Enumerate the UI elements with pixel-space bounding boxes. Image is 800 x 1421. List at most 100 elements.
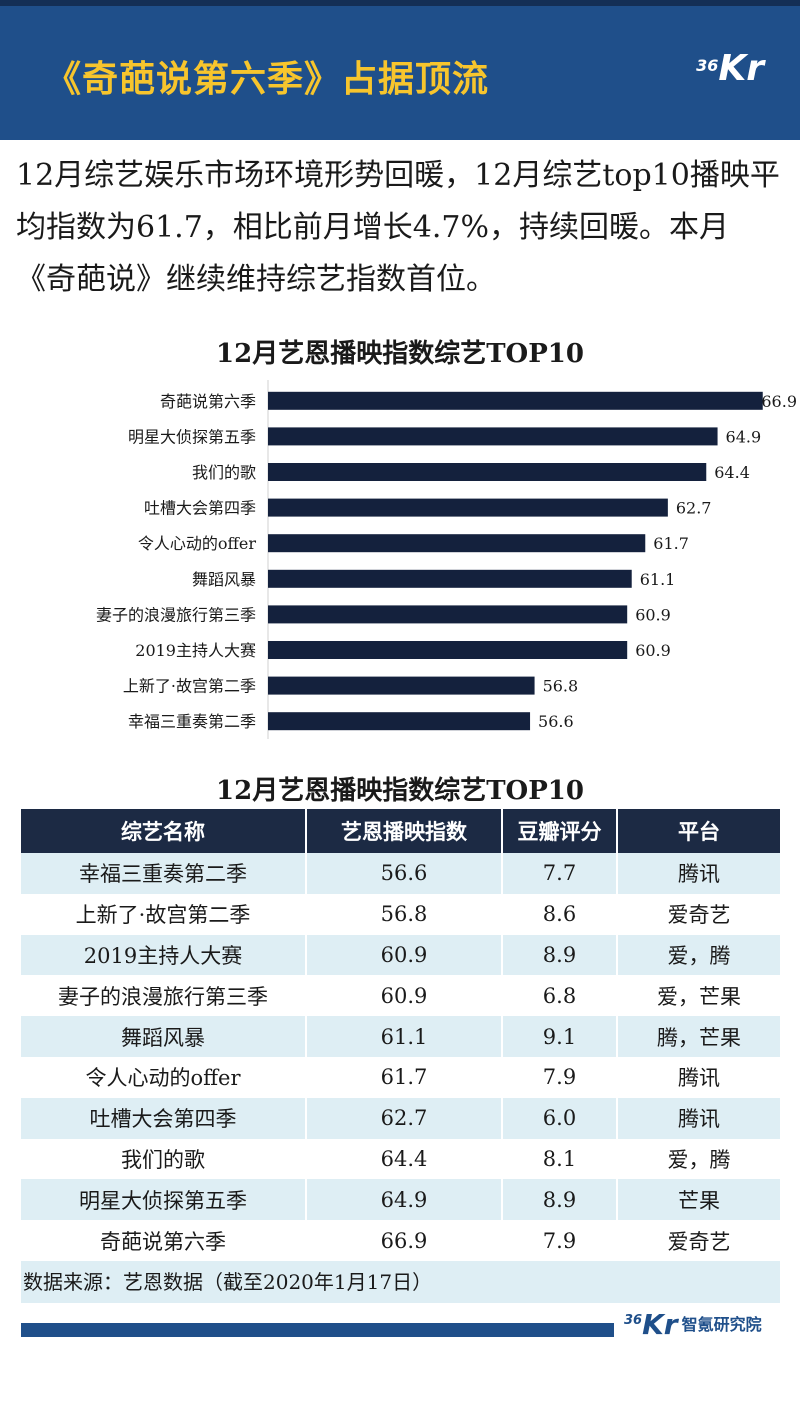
cell-index: 56.8 xyxy=(306,893,503,935)
36kr-logo: 36Kr xyxy=(696,48,764,89)
cell-name: 我们的歌 xyxy=(21,1138,307,1180)
cell-index: 56.6 xyxy=(306,853,503,894)
cell-douban: 7.9 xyxy=(502,1220,618,1261)
table-row: 舞蹈风暴 61.1 9.1 腾，芒果 xyxy=(21,1016,780,1057)
cell-name: 上新了·故宫第二季 xyxy=(21,893,307,935)
footer-logo: 36Kr 智氪研究院 xyxy=(624,1308,762,1341)
data-label: 64.9 xyxy=(726,427,762,446)
data-label: 62.7 xyxy=(676,499,712,518)
cell-platform: 爱，腾 xyxy=(617,934,780,976)
header-name: 综艺名称 xyxy=(21,809,307,853)
bar xyxy=(268,641,628,659)
footer-logo-letters: Kr xyxy=(642,1308,678,1341)
category-label: 妻子的浪漫旅行第三季 xyxy=(96,605,256,624)
data-source-note: 数据来源：艺恩数据（截至2020年1月17日） xyxy=(21,1260,780,1303)
header-platform: 平台 xyxy=(617,809,780,853)
bar xyxy=(268,605,628,624)
data-label: 56.6 xyxy=(538,712,574,731)
category-label: 明星大侦探第五季 xyxy=(128,427,256,446)
cell-name: 奇葩说第六季 xyxy=(21,1220,307,1261)
table-row: 奇葩说第六季 66.9 7.9 爱奇艺 xyxy=(21,1220,780,1261)
category-label: 令人心动的offer xyxy=(138,534,256,553)
data-label: 66.9 xyxy=(761,392,797,411)
header-douban: 豆瓣评分 xyxy=(502,809,618,853)
cell-index: 64.9 xyxy=(306,1179,503,1221)
cell-douban: 8.6 xyxy=(502,893,618,935)
cell-platform: 爱奇艺 xyxy=(667,1229,731,1254)
footer-bar xyxy=(21,1323,614,1337)
bar xyxy=(268,534,646,553)
footer-logo-number: 36 xyxy=(624,1313,643,1328)
cell-index: 60.9 xyxy=(306,934,503,976)
category-label: 吐槽大会第四季 xyxy=(144,499,256,518)
cell-platform: 腾，芒果 xyxy=(617,1016,780,1057)
chart-title: 12月艺恩播映指数综艺TOP10 xyxy=(216,339,584,369)
table-row: 明星大侦探第五季 64.9 8.9 芒果 xyxy=(21,1179,780,1221)
bar xyxy=(268,569,632,588)
cell-douban: 8.9 xyxy=(502,934,618,976)
cell-douban: 6.0 xyxy=(502,1097,618,1139)
cell-platform: 芒果 xyxy=(617,1179,780,1221)
header-banner: 《奇葩说第六季》占据顶流 36Kr xyxy=(0,0,800,140)
table-row: 上新了·故宫第二季 56.8 8.6 爱奇艺 xyxy=(21,893,780,935)
bar xyxy=(268,427,718,446)
table-row: 幸福三重奏第二季 56.6 7.7 腾讯 xyxy=(21,853,780,894)
data-label: 61.7 xyxy=(653,534,689,553)
cell-name: 明星大侦探第五季 xyxy=(21,1179,307,1221)
footer-org-name: 智氪研究院 xyxy=(681,1315,762,1334)
category-label: 舞蹈风暴 xyxy=(192,570,256,589)
logo-number: 36 xyxy=(696,56,719,75)
table-row: 妻子的浪漫旅行第三季 60.9 6.8 爱，芒果 xyxy=(21,975,780,1017)
bar xyxy=(268,391,763,410)
table-row: 我们的歌 64.4 8.1 爱，腾 xyxy=(21,1138,780,1180)
cell-platform: 爱，腾 xyxy=(667,1147,731,1172)
cell-platform: 爱，芒果 xyxy=(657,984,741,1009)
cell-name: 令人心动的offer xyxy=(21,1056,307,1098)
category-label: 2019主持人大赛 xyxy=(135,641,256,660)
data-label: 64.4 xyxy=(714,463,750,482)
cell-name: 吐槽大会第四季 xyxy=(21,1097,307,1139)
data-label: 61.1 xyxy=(640,570,676,589)
category-label: 奇葩说第六季 xyxy=(160,392,256,411)
cell-douban: 6.8 xyxy=(502,975,618,1017)
bar xyxy=(268,676,535,695)
header-index: 艺恩播映指数 xyxy=(306,809,503,853)
cell-douban: 8.1 xyxy=(502,1138,618,1180)
cell-name: 妻子的浪漫旅行第三季 xyxy=(21,975,307,1017)
cell-name: 幸福三重奏第二季 xyxy=(21,853,307,894)
cell-douban: 7.7 xyxy=(502,853,618,894)
table-row: 2019主持人大赛 60.9 8.9 爱，腾 xyxy=(21,934,780,976)
page-title: 《奇葩说第六季》占据顶流 xyxy=(45,59,490,100)
bar xyxy=(268,498,668,517)
cell-index: 62.7 xyxy=(306,1097,503,1139)
cell-name: 舞蹈风暴 xyxy=(21,1016,307,1057)
table-header-row: 综艺名称 艺恩播映指数 豆瓣评分 平台 xyxy=(21,809,780,853)
data-label: 60.9 xyxy=(635,605,671,624)
table-title: 12月艺恩播映指数综艺TOP10 xyxy=(216,776,584,806)
data-label: 60.9 xyxy=(635,641,671,660)
category-label: 我们的歌 xyxy=(192,463,256,482)
cell-index: 66.9 xyxy=(306,1220,503,1261)
table-row: 吐槽大会第四季 62.7 6.0 腾讯 xyxy=(21,1097,780,1139)
cell-douban: 9.1 xyxy=(502,1016,618,1057)
cell-platform: 腾讯 xyxy=(678,1066,720,1091)
bar xyxy=(268,712,531,731)
intro-paragraph: 12月综艺娱乐市场环境形势回暖，12月综艺top10播映平均指数为61.7，相比… xyxy=(16,158,780,297)
bar xyxy=(268,463,707,481)
bar-chart: 奇葩说第六季 66.9 明星大侦探第五季 64.9 我们的歌 64.4 吐槽大会第四季 62.… xyxy=(96,380,797,739)
data-table: 综艺名称 艺恩播映指数 豆瓣评分 平台 幸福三重奏第二季 56.6 7.7 腾讯… xyxy=(21,809,780,1303)
category-label: 幸福三重奏第二季 xyxy=(128,712,256,731)
table-row: 令人心动的offer 61.7 7.9 腾讯 xyxy=(21,1056,780,1098)
logo-letters: Kr xyxy=(718,48,764,89)
cell-douban: 7.9 xyxy=(502,1056,618,1098)
category-label: 上新了·故宫第二季 xyxy=(123,677,256,696)
cell-index: 61.7 xyxy=(306,1056,503,1098)
cell-index: 61.1 xyxy=(306,1016,503,1057)
cell-platform: 爱奇艺 xyxy=(667,903,731,928)
cell-platform: 腾讯 xyxy=(617,853,780,894)
cell-name: 2019主持人大赛 xyxy=(21,934,307,976)
cell-index: 64.4 xyxy=(306,1138,503,1180)
cell-platform: 腾讯 xyxy=(617,1097,780,1139)
cell-douban: 8.9 xyxy=(502,1179,618,1221)
data-label: 56.8 xyxy=(543,677,579,696)
